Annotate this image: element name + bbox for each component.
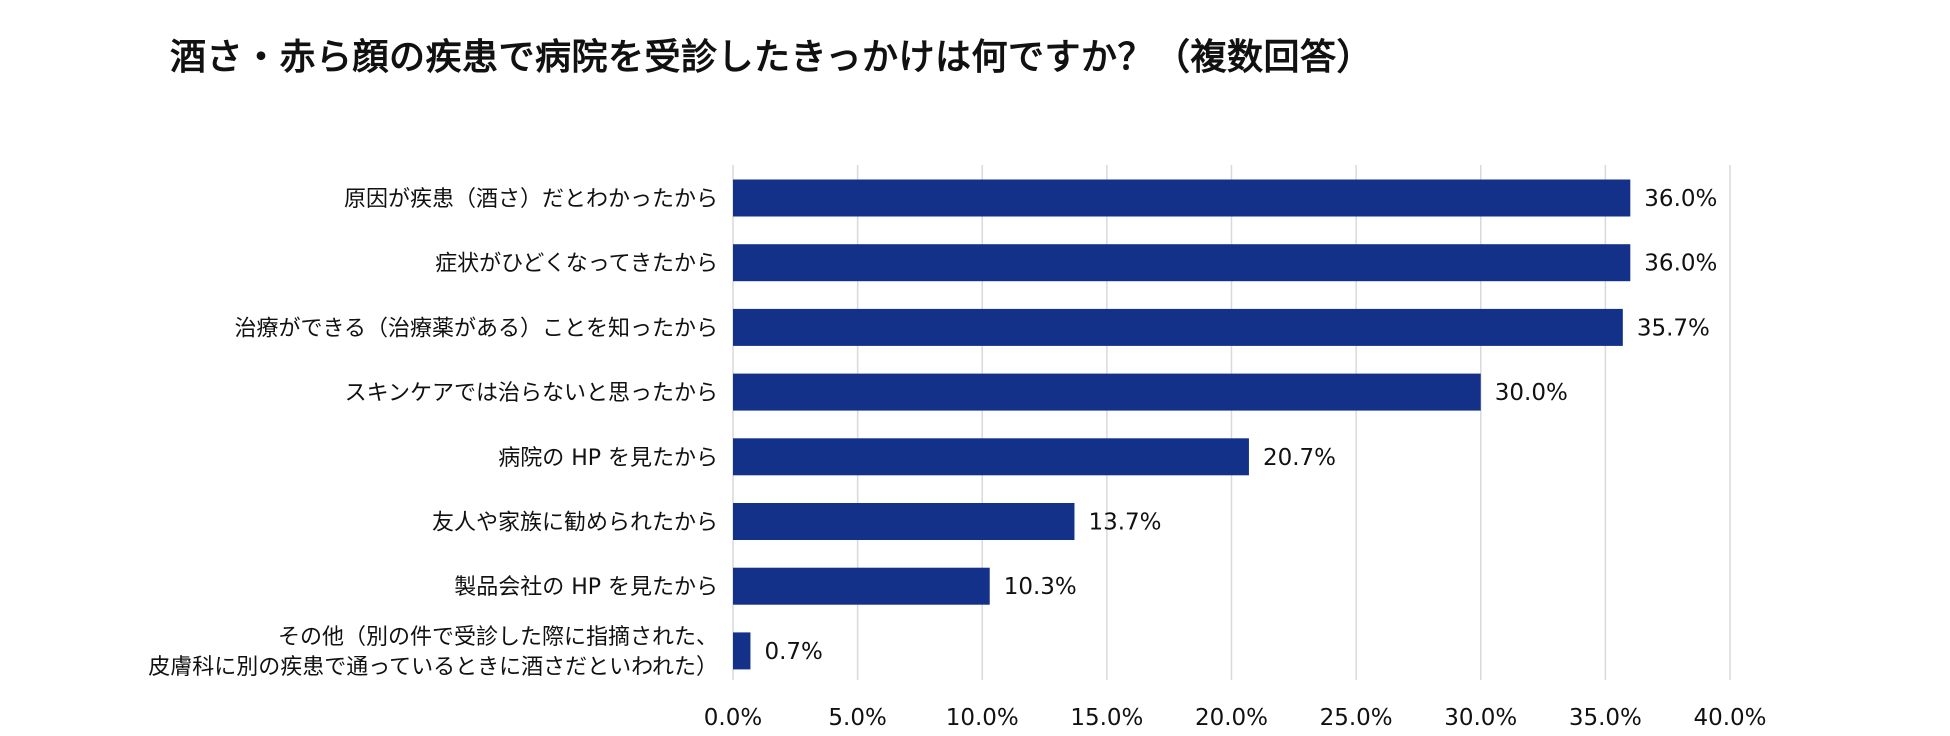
category-label: 製品会社の HP を見たから (454, 575, 718, 600)
x-tick-label: 35.0% (1569, 705, 1642, 731)
value-label: 36.0% (1644, 186, 1717, 212)
x-tick-label: 40.0% (1693, 705, 1766, 731)
x-tick-label: 15.0% (1070, 705, 1143, 731)
bar (733, 567, 990, 605)
x-tick-label: 5.0% (828, 705, 886, 731)
category-label: スキンケアでは治らないと思ったから (345, 381, 718, 406)
value-label: 0.7% (764, 639, 822, 665)
bar (733, 503, 1075, 540)
bar (733, 308, 1623, 346)
category-label: 病院の HP を見たから (498, 446, 718, 471)
x-tick-label: 30.0% (1444, 705, 1517, 731)
value-label: 20.7% (1263, 445, 1336, 471)
category-label: 原因が疾患（酒さ）だとわかったから (344, 187, 718, 212)
bar (733, 244, 1631, 282)
bar (733, 373, 1481, 411)
bar (733, 438, 1249, 476)
value-label: 35.7% (1637, 315, 1710, 341)
value-label: 10.3% (1004, 574, 1077, 600)
x-tick-label: 10.0% (946, 705, 1019, 731)
bar (733, 632, 751, 670)
bar (733, 179, 1631, 217)
category-label: 友人や家族に勧められたから (432, 511, 718, 536)
x-tick-label: 20.0% (1195, 705, 1268, 731)
value-label: 13.7% (1088, 510, 1161, 536)
category-label: 治療ができる（治療薬がある）ことを知ったから (234, 316, 718, 341)
value-label: 36.0% (1644, 251, 1717, 277)
category-label: 症状がひどくなってきたから (435, 252, 718, 277)
x-tick-label: 25.0% (1320, 705, 1393, 731)
category-label: その他（別の件で受診した際に指摘された、 (278, 625, 718, 650)
category-label: 皮膚科に別の疾患で通っているときに酒さだといわれた） (148, 655, 718, 680)
x-tick-label: 0.0% (704, 705, 762, 731)
value-label: 30.0% (1495, 380, 1568, 406)
chart-title: 酒さ・赤ら顔の疾患で病院を受診したきっかけは何ですか？（複数回答） (170, 37, 1374, 78)
